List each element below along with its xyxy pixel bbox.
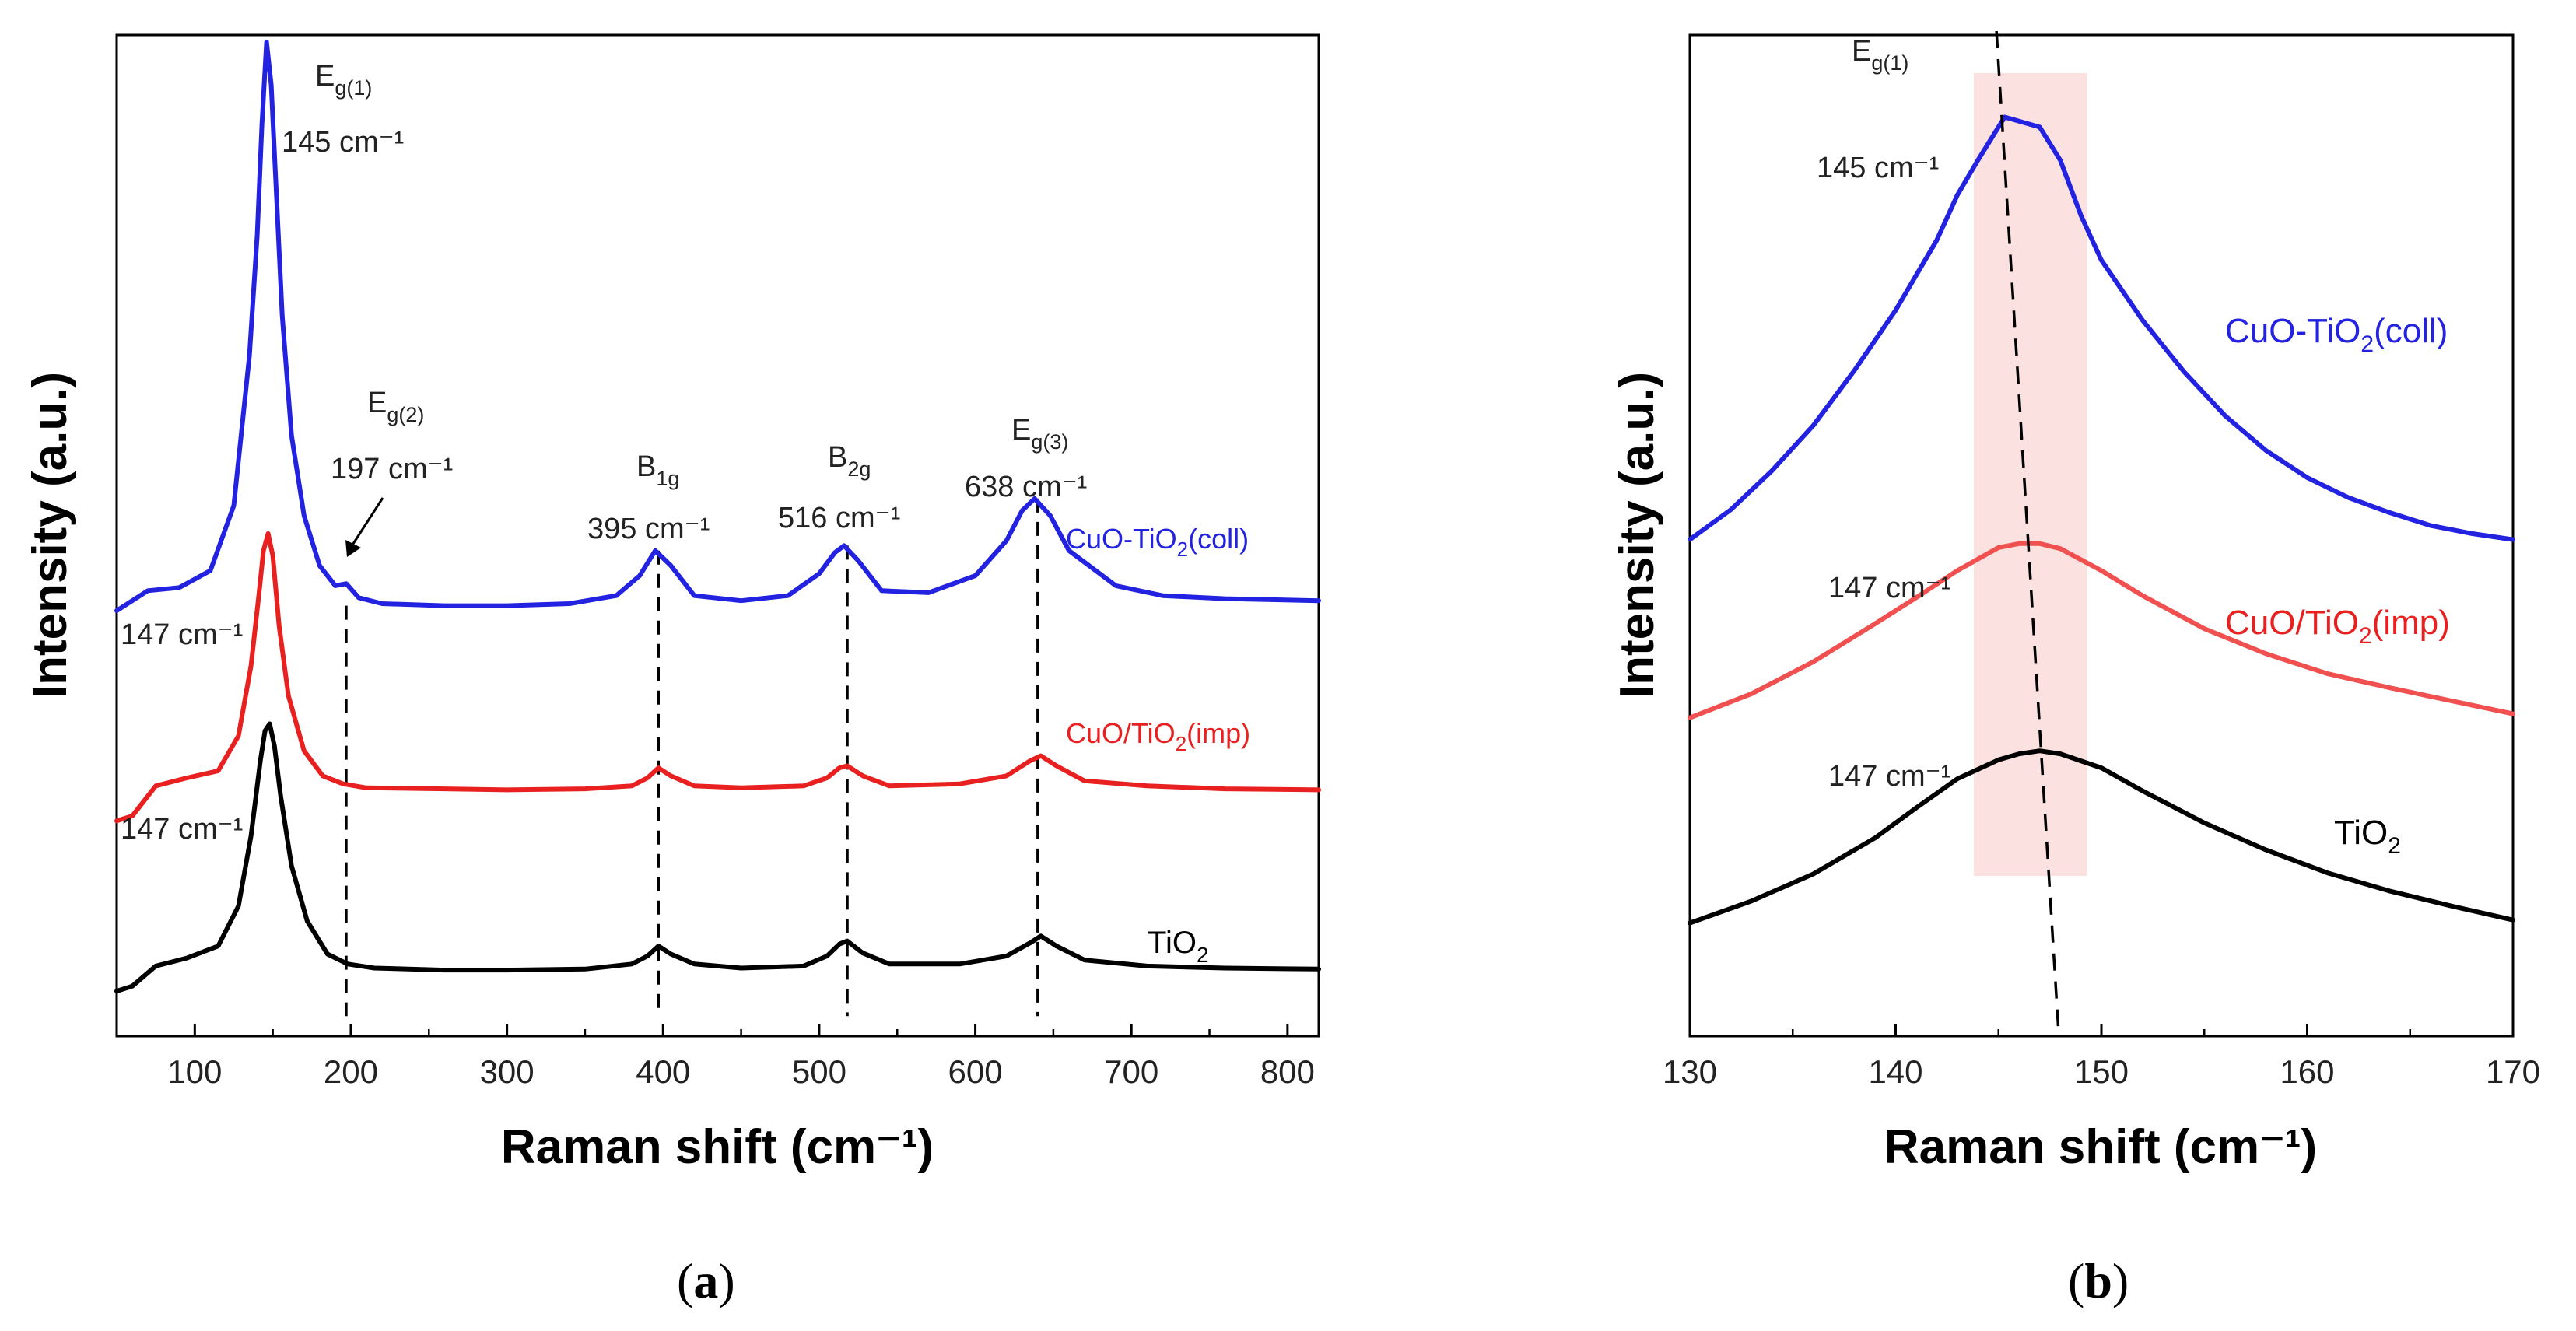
series-label-imp-b: CuO/TiO2(imp) xyxy=(2225,604,2450,649)
panel-a-x-tick-label-100: 100 xyxy=(167,1053,222,1090)
panel-a-x-tick-label-800: 800 xyxy=(1260,1053,1315,1090)
panel-a-x-tick-label-300: 300 xyxy=(480,1053,534,1090)
peak-label-eg3-value: 638 cm⁻¹ xyxy=(965,471,1087,503)
panel-a-x-tick-label-600: 600 xyxy=(948,1053,1003,1090)
peak-label-eg2-symbol: Eg(2) xyxy=(367,387,424,426)
panel-a-plot-frame xyxy=(115,33,1320,1038)
panel-b-y-axis-title: Intensity (a.u.) xyxy=(1610,372,1664,699)
panel-label-a: (a) xyxy=(677,1253,735,1308)
panel-a: 100 200 300 400 500 600 700 800 Eg(1) 145 cm⁻¹ … xyxy=(23,33,1321,1308)
series-label-coll-b: CuO-TiO2(coll) xyxy=(2225,312,2448,357)
panel-b-series-cuo-tio2-imp xyxy=(1688,541,2515,720)
series-label-coll: CuO-TiO2(coll) xyxy=(1066,523,1249,561)
panel-a-x-tick-label-500: 500 xyxy=(792,1053,846,1090)
panel-b-x-tick-label-170: 170 xyxy=(2486,1053,2540,1090)
panel-a-y-axis-title: Intensity (a.u.) xyxy=(23,372,77,699)
peak-label-b1g-value: 395 cm⁻¹ xyxy=(587,513,710,545)
side-label-tio2-147: 147 cm⁻¹ xyxy=(121,813,243,846)
peak-label-eg1-b-value: 145 cm⁻¹ xyxy=(1817,152,1939,184)
panel-a-x-tick-label-700: 700 xyxy=(1104,1053,1158,1090)
panel-b-annotations: Eg(1) 145 cm⁻¹ 147 cm⁻¹ 147 cm⁻¹ xyxy=(1817,35,1950,793)
panel-a-guide-lines xyxy=(345,498,1039,1017)
peak-label-eg3-symbol: Eg(3) xyxy=(1011,414,1068,454)
panel-a-x-axis-title: Raman shift (cm⁻¹) xyxy=(501,1120,934,1174)
peak-label-eg2-value: 197 cm⁻¹ xyxy=(331,453,453,485)
panel-a-peak-annotations: Eg(1) 145 cm⁻¹ Eg(2) 197 cm⁻¹ B1g 395 cm… xyxy=(121,60,1087,846)
series-label-tio2: TiO2 xyxy=(1148,926,1209,967)
panel-b-x-tick-label-140: 140 xyxy=(1868,1053,1922,1090)
panel-a-series-cuo-tio2-imp xyxy=(114,531,1321,824)
series-label-imp: CuO/TiO2(imp) xyxy=(1066,717,1250,755)
panel-b: 130 140 150 160 170 Eg(1) 145 cm⁻¹ 147 cm⁻¹ … xyxy=(1610,30,2540,1308)
panel-b-plot-frame xyxy=(1688,33,2515,1038)
series-label-tio2-b: TiO2 xyxy=(2334,814,2401,859)
peak-label-b2g-symbol: B2g xyxy=(828,441,871,481)
peak-label-eg1-b-symbol: Eg(1) xyxy=(1852,35,1908,75)
panel-a-x-tick-label-200: 200 xyxy=(324,1053,378,1090)
panel-b-series xyxy=(1688,114,2515,926)
peak-label-eg1-value: 145 cm⁻¹ xyxy=(282,126,404,159)
highlight-band xyxy=(1974,72,2087,877)
panel-a-x-ticks: 100 200 300 400 500 600 700 800 xyxy=(115,1024,1315,1090)
panel-b-x-axis-title: Raman shift (cm⁻¹) xyxy=(1884,1120,2317,1174)
peak-eg2-arrow xyxy=(345,497,384,557)
panel-b-series-tio2 xyxy=(1688,748,2515,926)
panel-a-series-tio2 xyxy=(114,721,1321,994)
panel-b-x-tick-label-150: 150 xyxy=(2074,1053,2129,1090)
panel-b-x-tick-label-130: 130 xyxy=(1663,1053,1717,1090)
panel-b-x-tick-label-160: 160 xyxy=(2280,1053,2334,1090)
panel-a-x-tick-label-400: 400 xyxy=(636,1053,690,1090)
side-label-imp-147: 147 cm⁻¹ xyxy=(121,618,243,651)
peak-label-b2g-value: 516 cm⁻¹ xyxy=(778,502,900,534)
peak-label-eg1-symbol: Eg(1) xyxy=(315,60,372,100)
panel-a-series xyxy=(114,40,1321,994)
side-label-tio2-147-b: 147 cm⁻¹ xyxy=(1828,760,1950,793)
panel-a-series-cuo-tio2-coll xyxy=(114,40,1321,613)
panel-b-x-ticks: 130 140 150 160 170 xyxy=(1663,1024,2540,1090)
panel-label-b: (b) xyxy=(2068,1253,2129,1308)
side-label-imp-147-b: 147 cm⁻¹ xyxy=(1828,572,1950,604)
peak-label-b1g-symbol: B1g xyxy=(636,450,679,490)
panel-b-series-cuo-tio2-coll xyxy=(1688,114,2515,542)
